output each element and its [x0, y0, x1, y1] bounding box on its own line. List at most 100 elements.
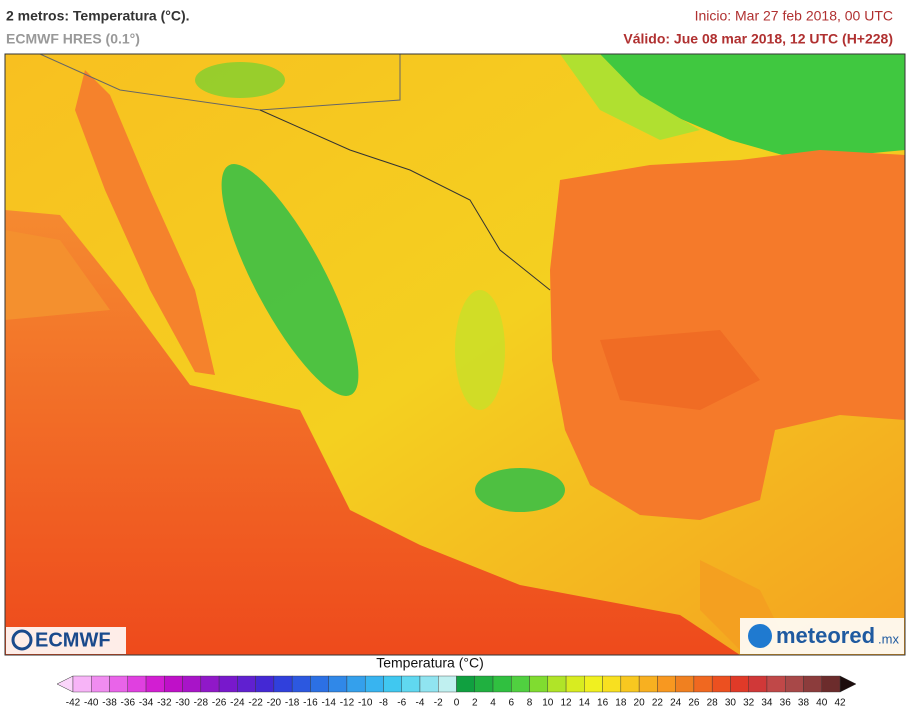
legend-label: -34	[139, 698, 154, 709]
legend-label: 8	[527, 698, 533, 709]
legend-swatch	[657, 675, 676, 693]
legend-swatch	[711, 675, 731, 693]
legend-high	[839, 675, 857, 693]
model-name: ECMWF HRES (0.1°)	[6, 31, 140, 47]
pacific-cool	[5, 230, 110, 320]
legend-label: -8	[379, 698, 388, 709]
legend-swatch	[675, 675, 695, 693]
legend-swatch	[565, 675, 585, 693]
meteored-logo: meteored	[776, 623, 875, 648]
legend-label: -42	[66, 698, 81, 709]
logo-icon	[748, 624, 772, 648]
legend-label: -30	[175, 698, 190, 709]
legend-swatch	[785, 675, 804, 693]
legend-label: 14	[579, 698, 591, 709]
legend-swatch	[383, 675, 402, 693]
map	[5, 54, 905, 655]
legend-label: 40	[816, 698, 828, 709]
legend-label: 22	[652, 698, 664, 709]
green-area	[195, 62, 285, 98]
land-area	[560, 54, 700, 140]
legend-swatch	[803, 675, 822, 693]
legend-label: -24	[230, 698, 245, 709]
legend-swatch	[419, 675, 439, 693]
legend-swatch	[821, 675, 841, 693]
ecmwf-logo: ECMWF	[35, 629, 111, 651]
legend-swatch	[547, 675, 567, 693]
legend-label: 28	[707, 698, 719, 709]
gulf-warm	[600, 330, 760, 410]
legend-swatch	[164, 675, 183, 693]
legend-label: -28	[194, 698, 209, 709]
legend-label: -4	[416, 698, 425, 709]
green-area	[221, 164, 359, 396]
legend-label: 32	[743, 698, 755, 709]
legend-label: 26	[688, 698, 700, 709]
legend-swatch	[401, 675, 421, 693]
legend-label: -2	[434, 698, 443, 709]
legend-swatch	[766, 675, 786, 693]
legend: -42 -40 -38 -36 -34 -32 -30 -28 -26 -24 -22 -20 -18-…	[56, 675, 857, 709]
legend-swatch	[364, 675, 384, 693]
gulf	[550, 150, 905, 520]
legend-label: -38	[102, 698, 117, 709]
legend-swatch	[237, 675, 256, 693]
legend-label: -40	[84, 698, 99, 709]
legend-swatch	[438, 675, 457, 693]
legend-swatch	[91, 675, 110, 693]
legend-label: 6	[509, 698, 515, 709]
legend-label: 2	[472, 698, 478, 709]
map-frame	[4, 53, 906, 656]
map-title: 2 metros: Temperatura (°C).	[6, 8, 190, 24]
legend-label: 4	[490, 698, 496, 709]
legend-label: -10	[358, 698, 373, 709]
init-time: Inicio: Mar 27 feb 2018, 00 UTC	[695, 8, 893, 24]
legend-label: 20	[634, 698, 646, 709]
land-area	[455, 290, 505, 410]
legend-label: -6	[397, 698, 406, 709]
valid-time: Válido: Jue 08 mar 2018, 12 UTC (H+228)	[623, 31, 893, 47]
green-area	[475, 468, 565, 512]
legend-label: 42	[834, 698, 846, 709]
legend-swatch	[200, 675, 220, 693]
legend-swatch	[182, 675, 202, 693]
legend-label: -20	[267, 698, 282, 709]
legend-label: -18	[285, 698, 300, 709]
legend-swatch	[748, 675, 768, 693]
logo-icon	[11, 629, 33, 651]
border	[259, 109, 551, 291]
legend-label: -36	[121, 698, 136, 709]
legend-swatch	[291, 675, 311, 693]
legend-swatch	[346, 675, 366, 693]
legend-swatch	[218, 675, 238, 693]
legend-label: -12	[340, 698, 355, 709]
legend-swatch	[620, 675, 640, 693]
legend-swatch	[474, 675, 494, 693]
pacific	[5, 210, 740, 655]
legend-label: 38	[798, 698, 810, 709]
meteored-suffix: .mx	[878, 631, 899, 646]
legend-swatch	[693, 675, 713, 693]
legend-label: 16	[597, 698, 609, 709]
legend-swatch	[310, 675, 329, 693]
legend-swatch	[273, 675, 293, 693]
legend-swatch	[511, 675, 530, 693]
legend-label: -22	[248, 698, 263, 709]
legend-swatch	[255, 675, 275, 693]
legend-label: 18	[615, 698, 627, 709]
legend-swatch	[456, 675, 475, 693]
legend-label: 34	[761, 698, 773, 709]
green-area	[600, 54, 905, 160]
legend-label: 12	[561, 698, 573, 709]
legend-swatch	[602, 675, 622, 693]
legend-low	[56, 675, 74, 693]
legend-swatch	[730, 675, 749, 693]
legend-swatch	[638, 675, 658, 693]
legend-swatch	[584, 675, 603, 693]
legend-swatch	[328, 675, 348, 693]
legend-swatch	[492, 675, 512, 693]
legend-swatch	[109, 675, 128, 693]
legend-label: 30	[725, 698, 737, 709]
legend-label: -26	[212, 698, 227, 709]
